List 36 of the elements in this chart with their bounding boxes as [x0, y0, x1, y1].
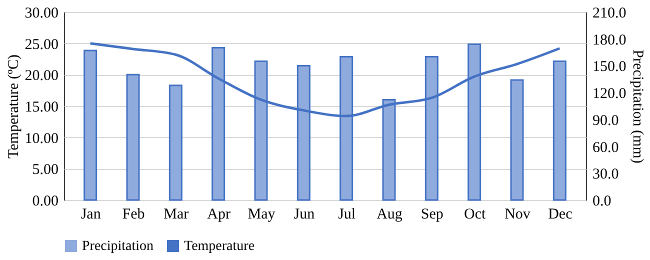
legend-label: Precipitation: [82, 239, 154, 254]
x-tick-label: Feb: [122, 206, 145, 222]
x-tick-label: Dec: [548, 206, 573, 222]
x-tick-label: Mar: [164, 206, 189, 222]
bar: [84, 50, 98, 201]
y2-axis-title: Precipitation (mm): [629, 50, 646, 164]
y2-tick-label: 120.0: [592, 86, 626, 102]
y-tick-label: 15.00: [24, 100, 58, 116]
x-tick-label: Apr: [207, 206, 230, 222]
x-tick-label: Aug: [376, 206, 403, 222]
y-tick-label: 5.00: [32, 162, 58, 178]
y2-tick-label: 90.0: [592, 112, 619, 129]
bar: [552, 60, 566, 201]
x-tick-label: Jun: [294, 206, 316, 222]
x-tick-label: Jan: [80, 206, 102, 222]
y2-tick-label: 210.0: [592, 6, 626, 22]
bar: [168, 84, 182, 201]
y2-tick-label: 30.0: [592, 166, 619, 183]
y-tick-label: 20.00: [24, 68, 58, 84]
y-axis-title: Temperature (ºC): [6, 54, 22, 158]
x-tick-label: Nov: [504, 206, 531, 222]
bar: [510, 79, 524, 201]
x-tick-label: Sep: [420, 206, 444, 222]
y2-tick-label: 0.0: [592, 194, 612, 210]
legend-label: Temperature: [184, 239, 255, 254]
y-tick-label: 30.00: [24, 6, 58, 22]
y2-tick-label: 60.0: [592, 140, 619, 156]
y2-tick-label: 150.0: [592, 59, 626, 76]
bar: [126, 74, 140, 201]
y-tick-label: 0.00: [32, 194, 58, 210]
y-tick-label: 10.00: [24, 130, 58, 147]
x-tick-label: Jul: [338, 206, 356, 222]
x-tick-label: May: [248, 206, 276, 222]
y2-tick-label: 180.0: [592, 32, 626, 48]
y-tick-label: 25.00: [24, 36, 58, 53]
x-tick-label: Oct: [464, 206, 486, 222]
